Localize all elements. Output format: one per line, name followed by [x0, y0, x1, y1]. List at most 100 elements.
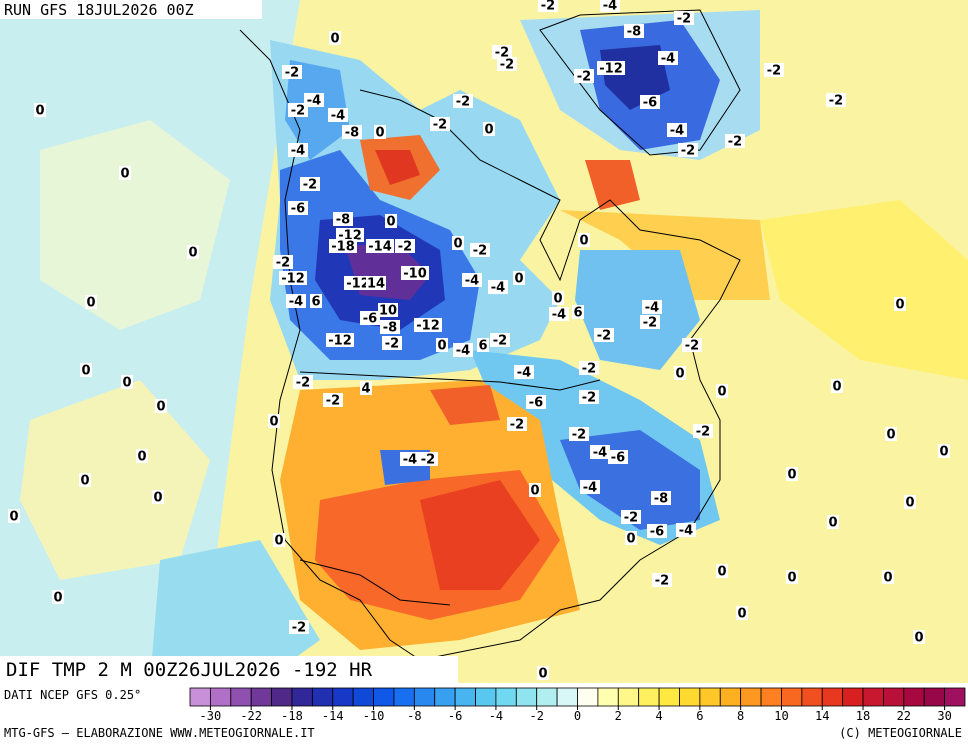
contour-label: -2	[285, 66, 299, 81]
contour-label-bg	[526, 395, 546, 409]
contour-label-bg	[293, 375, 313, 389]
contour-label-bg	[119, 166, 131, 180]
contour-label-bg	[310, 294, 322, 308]
contour-label-bg	[831, 379, 843, 393]
contour-label: 0	[120, 167, 129, 182]
colorbar-tick-label: 14	[815, 709, 829, 723]
contour-label: -4	[661, 52, 675, 67]
contour-label: 0	[553, 292, 562, 307]
colorbar-tick-label: -30	[200, 709, 222, 723]
contour-label-bg	[600, 0, 620, 12]
contour-label: -2	[495, 46, 509, 61]
colorbar-swatch	[373, 687, 395, 707]
contour-label: -4	[583, 481, 597, 496]
colorbar-swatch	[842, 687, 864, 707]
contour-label-bg	[894, 297, 906, 311]
contour-label-bg	[693, 424, 713, 438]
colorbar-swatch	[923, 687, 946, 707]
contour-label-bg	[34, 103, 46, 117]
colorbar-swatch	[271, 687, 293, 707]
contour-label: -4	[552, 308, 566, 323]
contour-label-bg	[382, 336, 402, 350]
colorbar-swatch	[903, 687, 925, 707]
contour-label: -12	[599, 62, 623, 77]
contour-label: 0	[80, 474, 89, 489]
contour-label: 0	[453, 237, 462, 252]
colorbar-swatch	[577, 687, 599, 707]
contour-label: -2	[728, 135, 742, 150]
contour-label: 6	[311, 295, 320, 310]
contour-label-bg	[136, 449, 148, 463]
contour-label-bg	[385, 214, 397, 228]
contour-label-bg	[938, 444, 950, 458]
contour-label: -2	[292, 621, 306, 636]
contour-label: 0	[156, 400, 165, 415]
contour-label-bg	[155, 399, 167, 413]
colorbar-swatch	[250, 687, 272, 707]
contour-label-bg	[552, 291, 564, 305]
contour-label-bg	[529, 483, 541, 497]
contour-label: 0	[737, 607, 746, 622]
contour-label-bg	[621, 510, 641, 524]
contour-label: -2	[655, 574, 669, 589]
contour-label: -2	[500, 58, 514, 73]
colorbar-swatch	[556, 687, 578, 707]
contour-label-bg	[507, 417, 527, 431]
colorbar-tick-label: 6	[696, 709, 703, 723]
colorbar-swatch	[862, 687, 884, 707]
contour-label: 0	[437, 339, 446, 354]
colorbar-swatch	[189, 687, 211, 707]
colorbar-swatch	[740, 687, 762, 707]
colorbar-swatch	[332, 687, 354, 707]
contour-label-bg	[674, 11, 694, 25]
contour-label: -2	[456, 95, 470, 110]
contour-label-bg	[326, 333, 354, 347]
contour-label-bg	[590, 445, 610, 459]
colorbar-swatch	[944, 687, 966, 707]
contour-label-bg	[268, 414, 280, 428]
colorbar-tick-label: -2	[529, 709, 543, 723]
contour-label: -4	[331, 109, 345, 124]
contour-label-bg	[625, 531, 637, 545]
contour-label: 0	[787, 571, 796, 586]
contour-label: -2	[677, 12, 691, 27]
contour-label: 0	[188, 246, 197, 261]
contour-label-bg	[329, 239, 357, 253]
contour-label-bg	[497, 57, 517, 71]
contour-label-bg	[344, 276, 372, 290]
contour-label-bg	[538, 0, 558, 12]
contour-label-bg	[273, 533, 285, 547]
contour-label-bg	[624, 24, 644, 38]
copyright-label: (C) METEOGIORNALE	[839, 726, 962, 740]
contour-label-bg	[594, 328, 614, 342]
contour-label-bg	[904, 495, 916, 509]
contour-label: -2	[473, 244, 487, 259]
contour-label-bg	[286, 294, 306, 308]
colorbar-tick-label: 8	[737, 709, 744, 723]
contour-label: -2	[577, 70, 591, 85]
contour-label-bg	[492, 45, 512, 59]
colorbar-swatch	[597, 687, 619, 707]
contour-label-bg	[537, 666, 549, 680]
contour-label: -8	[383, 321, 397, 336]
contour-label-bg	[674, 366, 686, 380]
contour-label: -4	[403, 453, 417, 468]
contour-label-bg	[462, 273, 482, 287]
contour-label-bg	[52, 590, 64, 604]
colorbar-swatch	[495, 687, 517, 707]
colorbar-swatch	[719, 687, 742, 707]
contour-label-bg	[304, 93, 324, 107]
colorbar-swatch	[760, 687, 782, 707]
contour-label: 0	[269, 415, 278, 430]
run-label: RUN GFS 18JUL2026 00Z	[4, 1, 194, 19]
contour-label: 14	[367, 277, 385, 292]
contour-label: -12	[328, 334, 352, 349]
colorbar-tick-label: 10	[774, 709, 788, 723]
contour-label: -2	[624, 511, 638, 526]
colorbar-swatch	[413, 687, 436, 707]
contour-label-bg	[827, 515, 839, 529]
colorbar-swatch	[536, 687, 558, 707]
contour-label: -4	[491, 281, 505, 296]
contour-label-bg	[488, 280, 508, 294]
